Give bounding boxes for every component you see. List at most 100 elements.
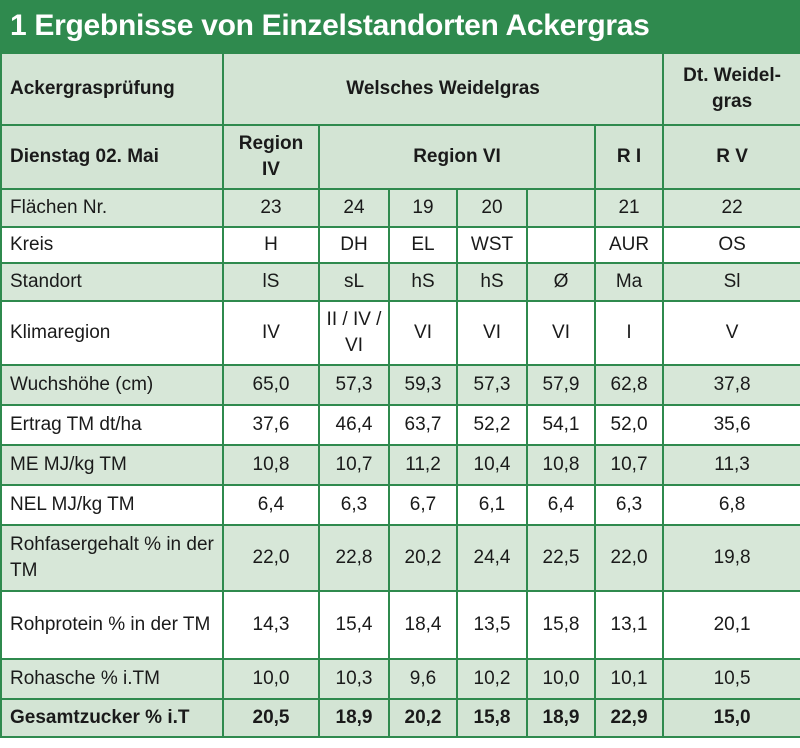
table-cell: 52,2 xyxy=(456,404,528,446)
table-cell: 22 xyxy=(662,188,800,228)
table-cell: 22,0 xyxy=(593,524,665,592)
table-row: Rohfasergehalt % in der TM 22,0 22,8 20,… xyxy=(0,524,800,592)
header-welsches-weidelgras: Welsches Weidelgras xyxy=(221,52,665,126)
table-cell: IV xyxy=(222,300,320,366)
table-cell: 10,2 xyxy=(456,658,528,700)
table-cell: 6,4 xyxy=(526,484,596,526)
table-cell: 15,0 xyxy=(662,698,800,738)
table-cell: H xyxy=(222,226,320,264)
table-cell: 14,3 xyxy=(222,590,320,660)
table-cell: 54,1 xyxy=(526,404,596,446)
table-cell: 63,7 xyxy=(388,404,458,446)
header-dt-weidelgras: Dt. Weidel-gras xyxy=(662,52,800,126)
table-cell: 15,4 xyxy=(318,590,390,660)
table-cell: WST xyxy=(456,226,528,264)
table-cell: 24,4 xyxy=(456,524,528,592)
table-cell: 18,9 xyxy=(526,698,596,738)
header-r-i: R I xyxy=(593,124,665,190)
page-title: 1 Ergebnisse von Einzelstandorten Ackerg… xyxy=(0,0,800,52)
table-cell: 6,3 xyxy=(593,484,665,526)
table-cell: 20,2 xyxy=(388,524,458,592)
table-cell: 37,8 xyxy=(662,364,800,406)
table-row: Wuchshöhe (cm) 65,0 57,3 59,3 57,3 57,9 … xyxy=(0,364,800,406)
table-cell: 35,6 xyxy=(662,404,800,446)
table-cell: Ma xyxy=(593,262,665,302)
table-cell: I xyxy=(593,300,665,366)
table-cell: 23 xyxy=(222,188,320,228)
table-cell: Ø xyxy=(526,262,596,302)
table-cell: 21 xyxy=(593,188,665,228)
table-cell: Sl xyxy=(662,262,800,302)
table-cell: sL xyxy=(318,262,390,302)
header-date: Dienstag 02. Mai xyxy=(0,124,224,190)
table-row: ME MJ/kg TM 10,8 10,7 11,2 10,4 10,8 10,… xyxy=(0,444,800,486)
table-row: Kreis H DH EL WST AUR OS xyxy=(0,226,800,264)
table-cell: II / IV / VI xyxy=(318,300,390,366)
table-cell: V xyxy=(662,300,800,366)
header-row-2: Dienstag 02. Mai Region IV Region VI R I… xyxy=(0,124,800,190)
table-cell: DH xyxy=(318,226,390,264)
table-cell: hS xyxy=(456,262,528,302)
table-cell: 10,0 xyxy=(526,658,596,700)
table-cell: 13,1 xyxy=(593,590,665,660)
table-cell: 10,4 xyxy=(456,444,528,486)
table-cell: hS xyxy=(388,262,458,302)
table-cell xyxy=(526,226,596,264)
table-cell: EL xyxy=(388,226,458,264)
table-cell: 10,3 xyxy=(318,658,390,700)
table-cell: 52,0 xyxy=(593,404,665,446)
table-cell: 59,3 xyxy=(388,364,458,406)
table-cell: 19 xyxy=(388,188,458,228)
table-cell: 11,3 xyxy=(662,444,800,486)
table-cell: 20 xyxy=(456,188,528,228)
table-cell: 6,4 xyxy=(222,484,320,526)
table-cell: 15,8 xyxy=(456,698,528,738)
table-row: Flächen Nr. 23 24 19 20 21 22 xyxy=(0,188,800,228)
results-table: Ackergrasprüfung Welsches Weidelgras Dt.… xyxy=(0,52,800,738)
table-cell: 10,7 xyxy=(593,444,665,486)
table-cell xyxy=(526,188,596,228)
table-cell: 65,0 xyxy=(222,364,320,406)
row-label: Rohasche % i.TM xyxy=(0,658,224,700)
table-cell: 10,8 xyxy=(222,444,320,486)
header-r-v: R V xyxy=(662,124,800,190)
table-cell: 9,6 xyxy=(388,658,458,700)
table-cell: 6,8 xyxy=(662,484,800,526)
row-label: Gesamtzucker % i.T xyxy=(0,698,224,738)
table-cell: 22,5 xyxy=(526,524,596,592)
table-cell: 46,4 xyxy=(318,404,390,446)
table-cell: 24 xyxy=(318,188,390,228)
table-cell: 6,3 xyxy=(318,484,390,526)
row-label: Rohprotein % in der TM xyxy=(0,590,224,660)
table-cell: 37,6 xyxy=(222,404,320,446)
row-label: Ertrag TM dt/ha xyxy=(0,404,224,446)
row-label: Wuchshöhe (cm) xyxy=(0,364,224,406)
table-cell: 6,1 xyxy=(456,484,528,526)
table-row: Rohprotein % in der TM 14,3 15,4 18,4 13… xyxy=(0,590,800,660)
table-cell: 10,5 xyxy=(662,658,800,700)
table-cell: lS xyxy=(222,262,320,302)
table-cell: 13,5 xyxy=(456,590,528,660)
table-cell: 22,9 xyxy=(593,698,665,738)
table-cell: 18,4 xyxy=(388,590,458,660)
table-cell: VI xyxy=(456,300,528,366)
table-cell: 22,8 xyxy=(318,524,390,592)
header-region-vi: Region VI xyxy=(318,124,596,190)
row-label: Rohfasergehalt % in der TM xyxy=(0,524,224,592)
row-label: Standort xyxy=(0,262,224,302)
table-cell: AUR xyxy=(593,226,665,264)
table-cell: 10,0 xyxy=(222,658,320,700)
table-cell: 15,8 xyxy=(526,590,596,660)
row-label: Klimaregion xyxy=(0,300,224,366)
table-row: Rohasche % i.TM 10,0 10,3 9,6 10,2 10,0 … xyxy=(0,658,800,700)
table-cell: VI xyxy=(388,300,458,366)
table-row: NEL MJ/kg TM 6,4 6,3 6,7 6,1 6,4 6,3 6,8 xyxy=(0,484,800,526)
table-cell: 11,2 xyxy=(388,444,458,486)
table-cell: 10,7 xyxy=(318,444,390,486)
table-cell: 19,8 xyxy=(662,524,800,592)
table-cell: 20,1 xyxy=(662,590,800,660)
table-cell: VI xyxy=(526,300,596,366)
table-cell: 10,8 xyxy=(526,444,596,486)
table-cell: 10,1 xyxy=(593,658,665,700)
table-cell: 57,3 xyxy=(318,364,390,406)
